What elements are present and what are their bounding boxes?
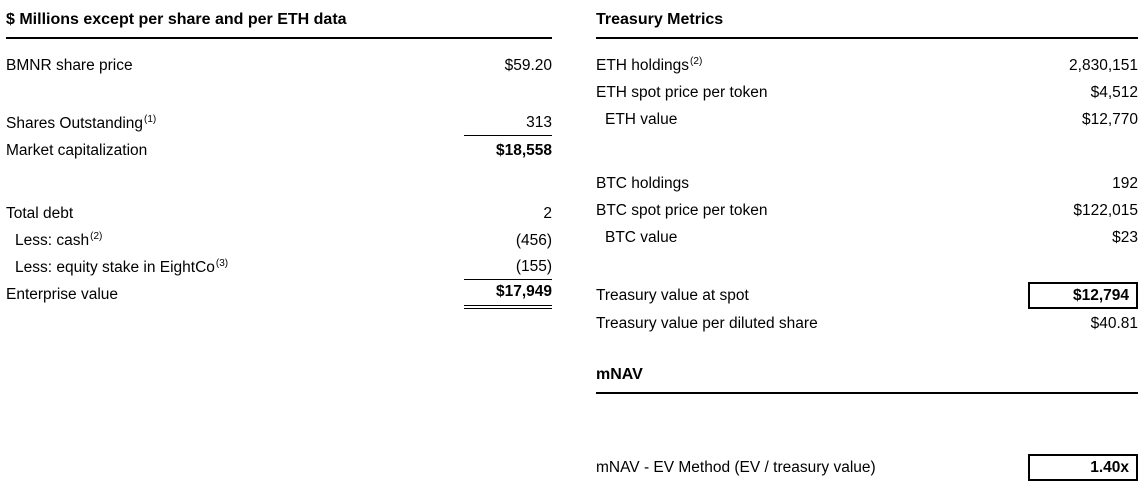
btc-value-value: $23 <box>1112 228 1138 246</box>
bmnr-share-price-label: BMNR share price <box>6 57 133 74</box>
treasury-value-per-diluted-share-label: Treasury value per diluted share <box>596 315 818 332</box>
shares-outstanding-value: 313 <box>464 111 552 136</box>
row-eth-value: ETH value $12,770 <box>596 106 1138 133</box>
eth-value-value: $12,770 <box>1081 110 1138 128</box>
spacer <box>596 251 1138 281</box>
mnav-ev-method-value: 1.40x <box>1028 454 1138 481</box>
spacer <box>6 164 552 200</box>
less-cash-value: (456) <box>515 231 552 249</box>
row-less-equity-stake-eightco: Less: equity stake in EightCo(3) (155) <box>6 254 552 281</box>
less-equity-stake-value: (155) <box>464 255 552 280</box>
row-treasury-value-at-spot: Treasury value at spot $12,794 <box>596 281 1138 310</box>
less-cash-label-text: Less: cash <box>15 232 90 249</box>
spacer <box>596 407 1138 453</box>
eth-spot-price-value: $4,512 <box>1090 83 1138 101</box>
less-cash-label: Less: cash(2) <box>6 227 102 254</box>
treasury-value-per-diluted-share-value: $40.81 <box>1090 314 1138 332</box>
footnote-marker-2b: (2) <box>690 55 703 67</box>
spacer <box>6 79 552 110</box>
row-eth-spot-price: ETH spot price per token $4,512 <box>596 79 1138 106</box>
financial-summary-page: $ Millions except per share and per ETH … <box>6 8 1138 482</box>
row-btc-value: BTC value $23 <box>596 224 1138 251</box>
row-market-capitalization: Market capitalization $18,558 <box>6 137 552 164</box>
eth-spot-price-label: ETH spot price per token <box>596 84 768 101</box>
valuation-table-header: $ Millions except per share and per ETH … <box>6 8 552 39</box>
eth-value-label: ETH value <box>605 111 678 128</box>
btc-value-label: BTC value <box>605 229 678 246</box>
treasury-metrics-header: Treasury Metrics <box>596 8 1138 39</box>
btc-holdings-value: 192 <box>1112 174 1138 192</box>
row-shares-outstanding: Shares Outstanding(1) 313 <box>6 110 552 137</box>
less-equity-stake-label: Less: equity stake in EightCo(3) <box>6 254 228 281</box>
treasury-value-at-spot-value: $12,794 <box>1028 282 1138 309</box>
mnav-section-header: mNAV <box>596 363 1138 394</box>
treasury-metrics-table: Treasury Metrics ETH holdings(2) 2,830,1… <box>596 8 1138 482</box>
treasury-value-at-spot-label: Treasury value at spot <box>596 287 749 304</box>
spacer <box>596 337 1138 363</box>
total-debt-value: 2 <box>543 204 552 222</box>
footnote-marker-1: (1) <box>144 113 157 125</box>
footnote-marker-2: (2) <box>90 230 103 242</box>
mnav-ev-method-label: mNAV - EV Method (EV / treasury value) <box>596 459 876 476</box>
row-total-debt: Total debt 2 <box>6 200 552 227</box>
market-capitalization-value: $18,558 <box>495 141 552 159</box>
btc-holdings-label: BTC holdings <box>596 175 690 192</box>
bmnr-share-price-value: $59.20 <box>504 56 552 74</box>
total-debt-label: Total debt <box>6 205 74 222</box>
row-enterprise-value: Enterprise value $17,949 <box>6 280 552 309</box>
less-equity-stake-label-text: Less: equity stake in EightCo <box>15 259 215 276</box>
eth-holdings-label: ETH holdings(2) <box>596 52 702 79</box>
enterprise-value-label: Enterprise value <box>6 286 119 303</box>
footnote-marker-3: (3) <box>215 257 229 269</box>
btc-spot-price-value: $122,015 <box>1073 201 1138 219</box>
row-btc-spot-price: BTC spot price per token $122,015 <box>596 197 1138 224</box>
shares-outstanding-label: Shares Outstanding(1) <box>6 110 156 137</box>
row-btc-holdings: BTC holdings 192 <box>596 170 1138 197</box>
valuation-table: $ Millions except per share and per ETH … <box>6 8 552 482</box>
row-treasury-value-per-diluted-share: Treasury value per diluted share $40.81 <box>596 310 1138 337</box>
eth-holdings-label-text: ETH holdings <box>596 57 690 74</box>
eth-holdings-value: 2,830,151 <box>1069 56 1138 74</box>
enterprise-value-value: $17,949 <box>464 280 552 309</box>
row-eth-holdings: ETH holdings(2) 2,830,151 <box>596 52 1138 79</box>
btc-spot-price-label: BTC spot price per token <box>596 202 768 219</box>
row-bmnr-share-price: BMNR share price $59.20 <box>6 52 552 79</box>
row-mnav-ev-method: mNAV - EV Method (EV / treasury value) 1… <box>596 453 1138 482</box>
shares-outstanding-label-text: Shares Outstanding <box>6 115 144 132</box>
spacer <box>596 133 1138 170</box>
market-capitalization-label: Market capitalization <box>6 142 148 159</box>
row-less-cash: Less: cash(2) (456) <box>6 227 552 254</box>
